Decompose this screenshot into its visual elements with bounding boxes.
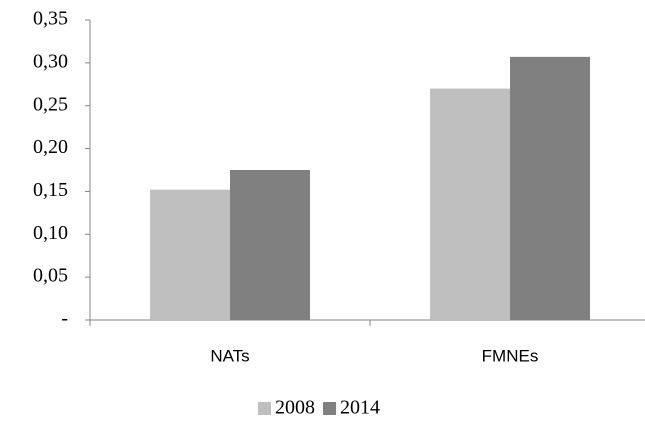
y-tick-label: -	[61, 308, 68, 330]
y-tick-label: 0,30	[33, 50, 68, 72]
legend-label: 2008	[275, 397, 315, 419]
x-tick-label: NATs	[210, 346, 249, 365]
bar	[230, 170, 310, 320]
y-tick-label: 0,35	[33, 8, 68, 30]
y-tick-label: 0,05	[33, 265, 68, 287]
legend-swatch	[323, 402, 336, 415]
x-tick-label: FMNEs	[482, 346, 539, 365]
bar	[150, 189, 230, 320]
y-tick-label: 0,15	[33, 179, 68, 201]
bar	[510, 56, 590, 320]
legend-label: 2014	[340, 397, 380, 419]
bar	[430, 88, 510, 320]
legend-swatch	[258, 402, 271, 415]
y-tick-label: 0,10	[33, 222, 68, 244]
y-tick-label: 0,20	[33, 136, 68, 158]
y-tick-label: 0,25	[33, 93, 68, 115]
